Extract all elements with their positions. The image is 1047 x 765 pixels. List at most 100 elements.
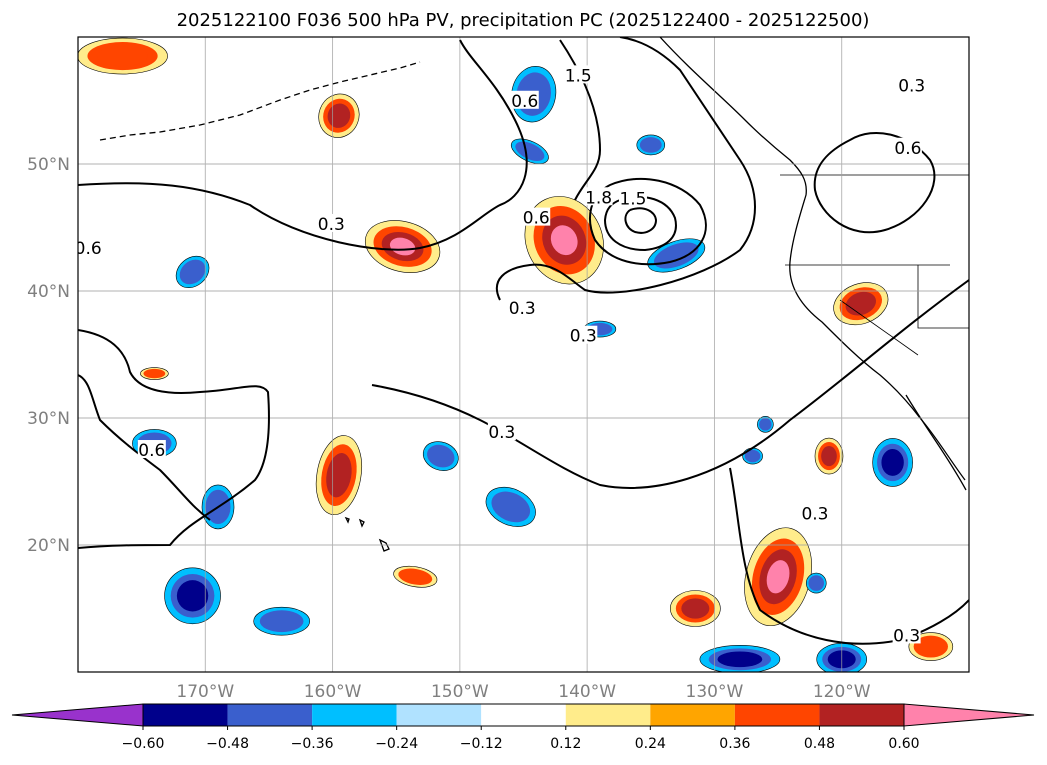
precip-blob xyxy=(140,367,169,380)
pv-contour-0.3-south xyxy=(729,467,969,645)
precip-blob xyxy=(253,606,310,636)
pv-label-bg xyxy=(800,503,829,522)
pv-contour-label: 0.3 xyxy=(570,327,597,347)
pv-contour-label: 0.6 xyxy=(138,441,165,461)
pv-label-bg xyxy=(510,90,539,109)
pv-label-bg xyxy=(897,75,926,94)
precip-level xyxy=(881,449,904,476)
colorbar-tick-label: −0.12 xyxy=(460,736,503,752)
lat-tick-label: 30°N xyxy=(27,409,70,429)
pv-label-bg xyxy=(508,297,537,316)
colorbar-tick-label: −0.60 xyxy=(122,736,165,752)
precip-blob xyxy=(742,447,763,465)
precip-blob xyxy=(164,567,221,625)
colorbar-swatch xyxy=(481,704,566,726)
precip-blob xyxy=(318,93,360,138)
lon-tick-label: 120°W xyxy=(813,682,871,702)
chart-title: 2025122100 F036 500 hPa PV, precipitatio… xyxy=(177,10,870,31)
precip-blob xyxy=(805,572,827,594)
pv-contour-label: 0.6 xyxy=(894,139,921,159)
precip-blob xyxy=(757,416,774,433)
colorbar-tick-label: −0.24 xyxy=(375,736,418,752)
pv-contour-0.3-jet xyxy=(495,37,756,301)
pv-contour-0.3-north xyxy=(78,39,528,251)
pv-contour-1.8 xyxy=(624,207,658,234)
precip-level xyxy=(176,580,209,612)
colorbar-swatch xyxy=(312,704,397,726)
lat-tick-label: 50°N xyxy=(27,155,70,175)
precip-blob xyxy=(485,486,536,527)
pv-label-bg xyxy=(317,213,346,232)
lon-tick-label: 160°W xyxy=(304,682,362,702)
precip-blob xyxy=(78,37,168,75)
pv-contour-1.5 xyxy=(603,195,677,252)
pv-label-bg xyxy=(564,65,593,84)
precip-blob xyxy=(393,565,438,588)
map-frame xyxy=(77,36,970,673)
colorbar-swatch xyxy=(396,704,482,726)
precip-level xyxy=(913,635,948,658)
colorbar-swatch xyxy=(565,704,651,726)
precip-level xyxy=(491,491,531,523)
pv-label-bg xyxy=(78,238,103,257)
precip-blob xyxy=(699,645,781,672)
colorbar-tick-label: 0.36 xyxy=(719,736,750,752)
pv-label-bg xyxy=(487,422,516,441)
precip-level xyxy=(427,444,455,468)
pv-label-bg xyxy=(584,187,613,206)
precip-level xyxy=(327,103,351,128)
colorbar-outline xyxy=(142,703,905,727)
precip-blob xyxy=(510,138,549,164)
pv-contour-label: 0.3 xyxy=(801,505,828,525)
colorbar-swatch xyxy=(819,704,904,726)
coastline-hawaii xyxy=(344,516,390,552)
pv-contour-label: 1.5 xyxy=(619,190,646,210)
pv-contour-label: 0.3 xyxy=(509,299,536,319)
precip-level xyxy=(143,368,166,379)
precip-blob xyxy=(744,527,812,627)
colorbar-tick-label: 0.48 xyxy=(804,736,835,752)
colorbar-extend-low xyxy=(11,703,144,727)
colorbar-extend-high xyxy=(903,703,1035,727)
colorbar-tick-label: 0.12 xyxy=(550,736,581,752)
pv-label-bg xyxy=(892,625,921,644)
pv-contour-label: 0.3 xyxy=(488,423,515,443)
precip-blob xyxy=(636,134,666,156)
coastline-baja xyxy=(905,394,967,491)
precip-level xyxy=(744,449,761,463)
precip-level xyxy=(97,45,148,67)
precip-level xyxy=(808,575,825,591)
precip-level xyxy=(259,610,304,633)
precip-blob xyxy=(365,220,441,273)
pv-contour-0.3-central xyxy=(371,279,969,489)
pv-contour-label: 0.3 xyxy=(893,626,920,646)
precip-level xyxy=(759,418,772,431)
precip-blob xyxy=(814,437,844,475)
colorbar-swatch xyxy=(650,704,735,726)
lat-tick-label: 40°N xyxy=(27,282,70,302)
coastline-north-america xyxy=(659,37,966,481)
pv-contour-label: 1.5 xyxy=(565,66,592,86)
precip-level xyxy=(389,237,416,256)
precip-level xyxy=(639,137,662,153)
pv-contour-0.3-west xyxy=(78,329,270,549)
lon-tick-label: 130°W xyxy=(686,682,744,702)
colorbar-tick-label: 0.24 xyxy=(635,736,666,752)
pv-label-bg xyxy=(569,325,598,344)
lon-tick-label: 150°W xyxy=(431,682,489,702)
lon-tick-labels: 170°W 160°W 150°W 140°W 130°W 120°W xyxy=(176,682,870,702)
precip-blob xyxy=(175,255,210,289)
pv-label-bg xyxy=(618,188,647,207)
state-borders xyxy=(780,174,969,356)
precip-level xyxy=(515,141,545,161)
map-layers: 1.5 0.6 0.3 0.6 1.8 1.5 0.3 0.6 0.6 0.3 0.3 0.3 0.6 0… xyxy=(78,37,969,672)
lat-tick-labels: 20°N 30°N 40°N 50°N xyxy=(27,155,70,556)
colorbar-tick-label: 0.60 xyxy=(888,736,919,752)
colorbar: −0.60 −0.48 −0.36 −0.24 −0.12 0.12 0.24 0.36 0.4… xyxy=(11,703,1035,752)
pv-contour-label: 0.3 xyxy=(318,215,345,235)
colorbar-swatch xyxy=(227,704,313,726)
colorbar-tick-label: −0.36 xyxy=(291,736,334,752)
precip-level xyxy=(550,225,578,256)
precip-blob xyxy=(670,590,721,627)
